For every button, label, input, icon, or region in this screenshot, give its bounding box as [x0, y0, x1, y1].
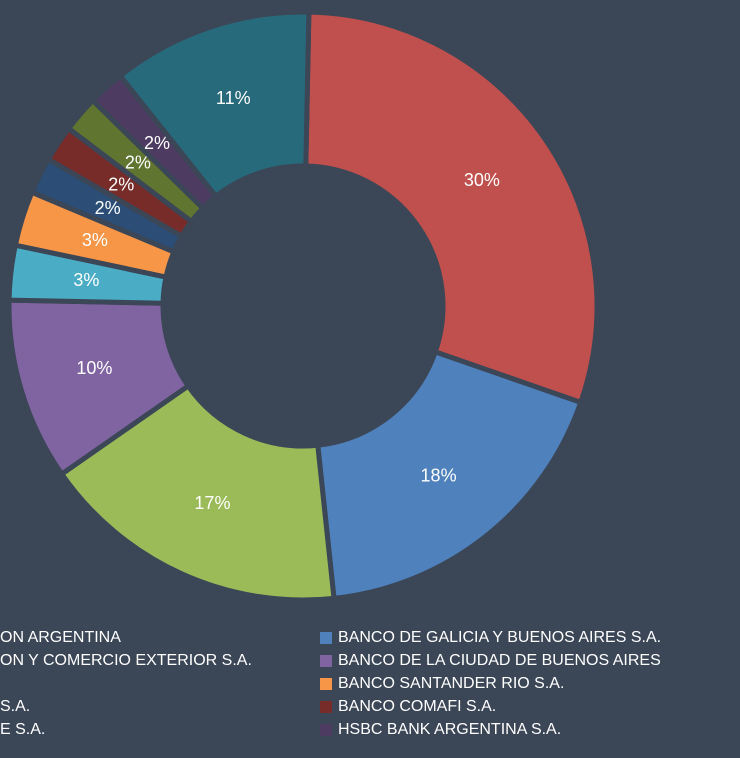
value-label: 17% [194, 493, 230, 513]
legend-label: BANCO DE GALICIA Y BUENOS AIRES S.A. [338, 629, 661, 646]
value-label: 3% [82, 230, 108, 250]
legend-label: S.A. [0, 698, 30, 715]
legend-label: BANCO DE LA CIUDAD DE BUENOS AIRES [338, 652, 661, 669]
legend-swatch [320, 632, 332, 644]
legend-label: HSBC BANK ARGENTINA S.A. [338, 721, 561, 738]
legend-label: ON ARGENTINA [0, 629, 121, 646]
value-label: 11% [216, 88, 251, 108]
value-label: 2% [108, 174, 134, 194]
slice [303, 9, 600, 406]
legend-label: BANCO COMAFI S.A. [338, 698, 496, 715]
legend-swatch [320, 701, 332, 713]
value-label: 10% [76, 358, 112, 378]
legend-swatch [320, 655, 332, 667]
slice [315, 348, 584, 602]
value-label: 3% [73, 270, 99, 290]
slice [116, 9, 312, 200]
legend-swatch [320, 678, 332, 690]
legend-label: BANCO SANTANDER RIO S.A. [338, 675, 564, 692]
value-label: 18% [421, 465, 457, 485]
slice [58, 382, 337, 603]
legend-label: ON Y COMERCIO EXTERIOR S.A. [0, 652, 252, 669]
value-label: 30% [464, 170, 500, 190]
value-label: 2% [95, 198, 121, 218]
legend-swatch [320, 724, 332, 736]
value-label: 2% [125, 152, 151, 172]
value-label: 2% [144, 133, 170, 153]
legend-label: E S.A. [0, 721, 45, 738]
